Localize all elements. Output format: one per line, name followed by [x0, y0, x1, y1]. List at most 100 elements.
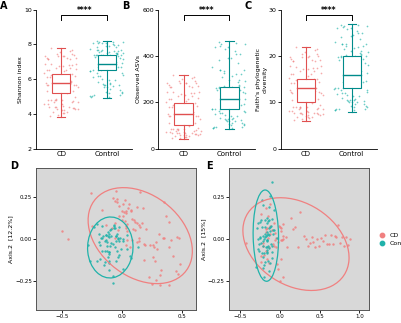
Point: [352, 96, 358, 101]
Y-axis label: Axis.2  [12.2%]: Axis.2 [12.2%]: [9, 215, 14, 263]
Text: B: B: [122, 1, 129, 11]
Point: [54, 106, 61, 111]
Point: [179, 117, 185, 122]
Point: [106, 90, 112, 96]
Point: [168, 238, 174, 243]
Point: [345, 98, 352, 103]
Point: [166, 113, 172, 119]
Point: [343, 234, 349, 239]
Point: [241, 96, 248, 101]
Point: [111, 223, 117, 228]
Point: [129, 238, 135, 243]
Point: [314, 47, 320, 52]
Point: [75, 99, 81, 105]
Point: [263, 229, 270, 234]
Point: [151, 244, 158, 249]
Point: [88, 191, 95, 196]
Point: [364, 105, 370, 110]
Point: [343, 44, 349, 49]
Point: [107, 55, 114, 60]
Point: [104, 84, 110, 89]
Point: [318, 70, 324, 76]
Point: [263, 238, 270, 243]
Point: [67, 57, 73, 62]
Point: [338, 55, 345, 60]
Point: [209, 125, 216, 130]
Point: [217, 44, 223, 49]
Point: [299, 54, 306, 59]
Point: [312, 85, 318, 90]
Point: [64, 91, 70, 96]
Point: [45, 101, 51, 107]
Point: [330, 242, 336, 247]
Point: [152, 258, 158, 264]
Point: [288, 216, 294, 221]
Point: [103, 44, 109, 49]
Point: [217, 115, 223, 120]
Point: [60, 63, 66, 68]
Point: [261, 263, 267, 268]
Point: [233, 72, 239, 77]
Point: [161, 199, 167, 204]
Point: [304, 109, 311, 114]
Point: [59, 108, 65, 113]
Point: [275, 224, 282, 229]
Point: [135, 245, 141, 250]
Point: [341, 243, 347, 248]
Point: [173, 269, 180, 274]
Point: [297, 105, 304, 110]
Point: [268, 255, 275, 261]
Point: [41, 70, 47, 75]
Point: [359, 57, 366, 62]
Point: [339, 91, 345, 96]
Point: [235, 60, 241, 65]
Point: [219, 111, 226, 116]
Point: [103, 232, 109, 237]
Point: [314, 97, 321, 102]
Point: [177, 81, 183, 86]
Point: [242, 79, 249, 84]
Point: [107, 244, 113, 249]
Point: [242, 91, 249, 96]
Point: [113, 52, 120, 57]
Point: [105, 254, 111, 259]
Point: [108, 225, 115, 230]
Point: [264, 221, 270, 226]
Point: [190, 109, 196, 114]
Point: [42, 61, 48, 66]
Point: [110, 195, 117, 201]
Point: [315, 106, 321, 111]
Point: [72, 107, 79, 112]
Point: [230, 116, 236, 121]
Point: [175, 127, 181, 132]
Point: [51, 80, 57, 85]
Point: [95, 65, 101, 70]
Point: [60, 53, 67, 58]
Point: [216, 57, 222, 62]
Point: [344, 93, 350, 98]
Point: [316, 90, 322, 95]
Point: [174, 131, 180, 136]
Point: [175, 130, 182, 136]
Point: [115, 54, 121, 59]
Point: [304, 115, 311, 120]
Point: [290, 58, 296, 64]
Point: [294, 114, 301, 119]
Point: [237, 71, 244, 76]
Point: [337, 241, 344, 246]
Point: [134, 220, 140, 225]
Point: [116, 225, 122, 230]
Point: [271, 220, 277, 225]
Point: [241, 68, 247, 73]
Point: [266, 194, 273, 199]
Point: [306, 115, 312, 120]
Point: [107, 87, 113, 92]
Point: [343, 53, 349, 58]
Point: [355, 83, 361, 88]
Point: [137, 190, 143, 195]
Point: [124, 206, 131, 211]
Y-axis label: Faith's phylogenetic
diversity: Faith's phylogenetic diversity: [257, 47, 267, 111]
Point: [97, 256, 103, 261]
Point: [115, 203, 122, 209]
Point: [178, 92, 184, 97]
